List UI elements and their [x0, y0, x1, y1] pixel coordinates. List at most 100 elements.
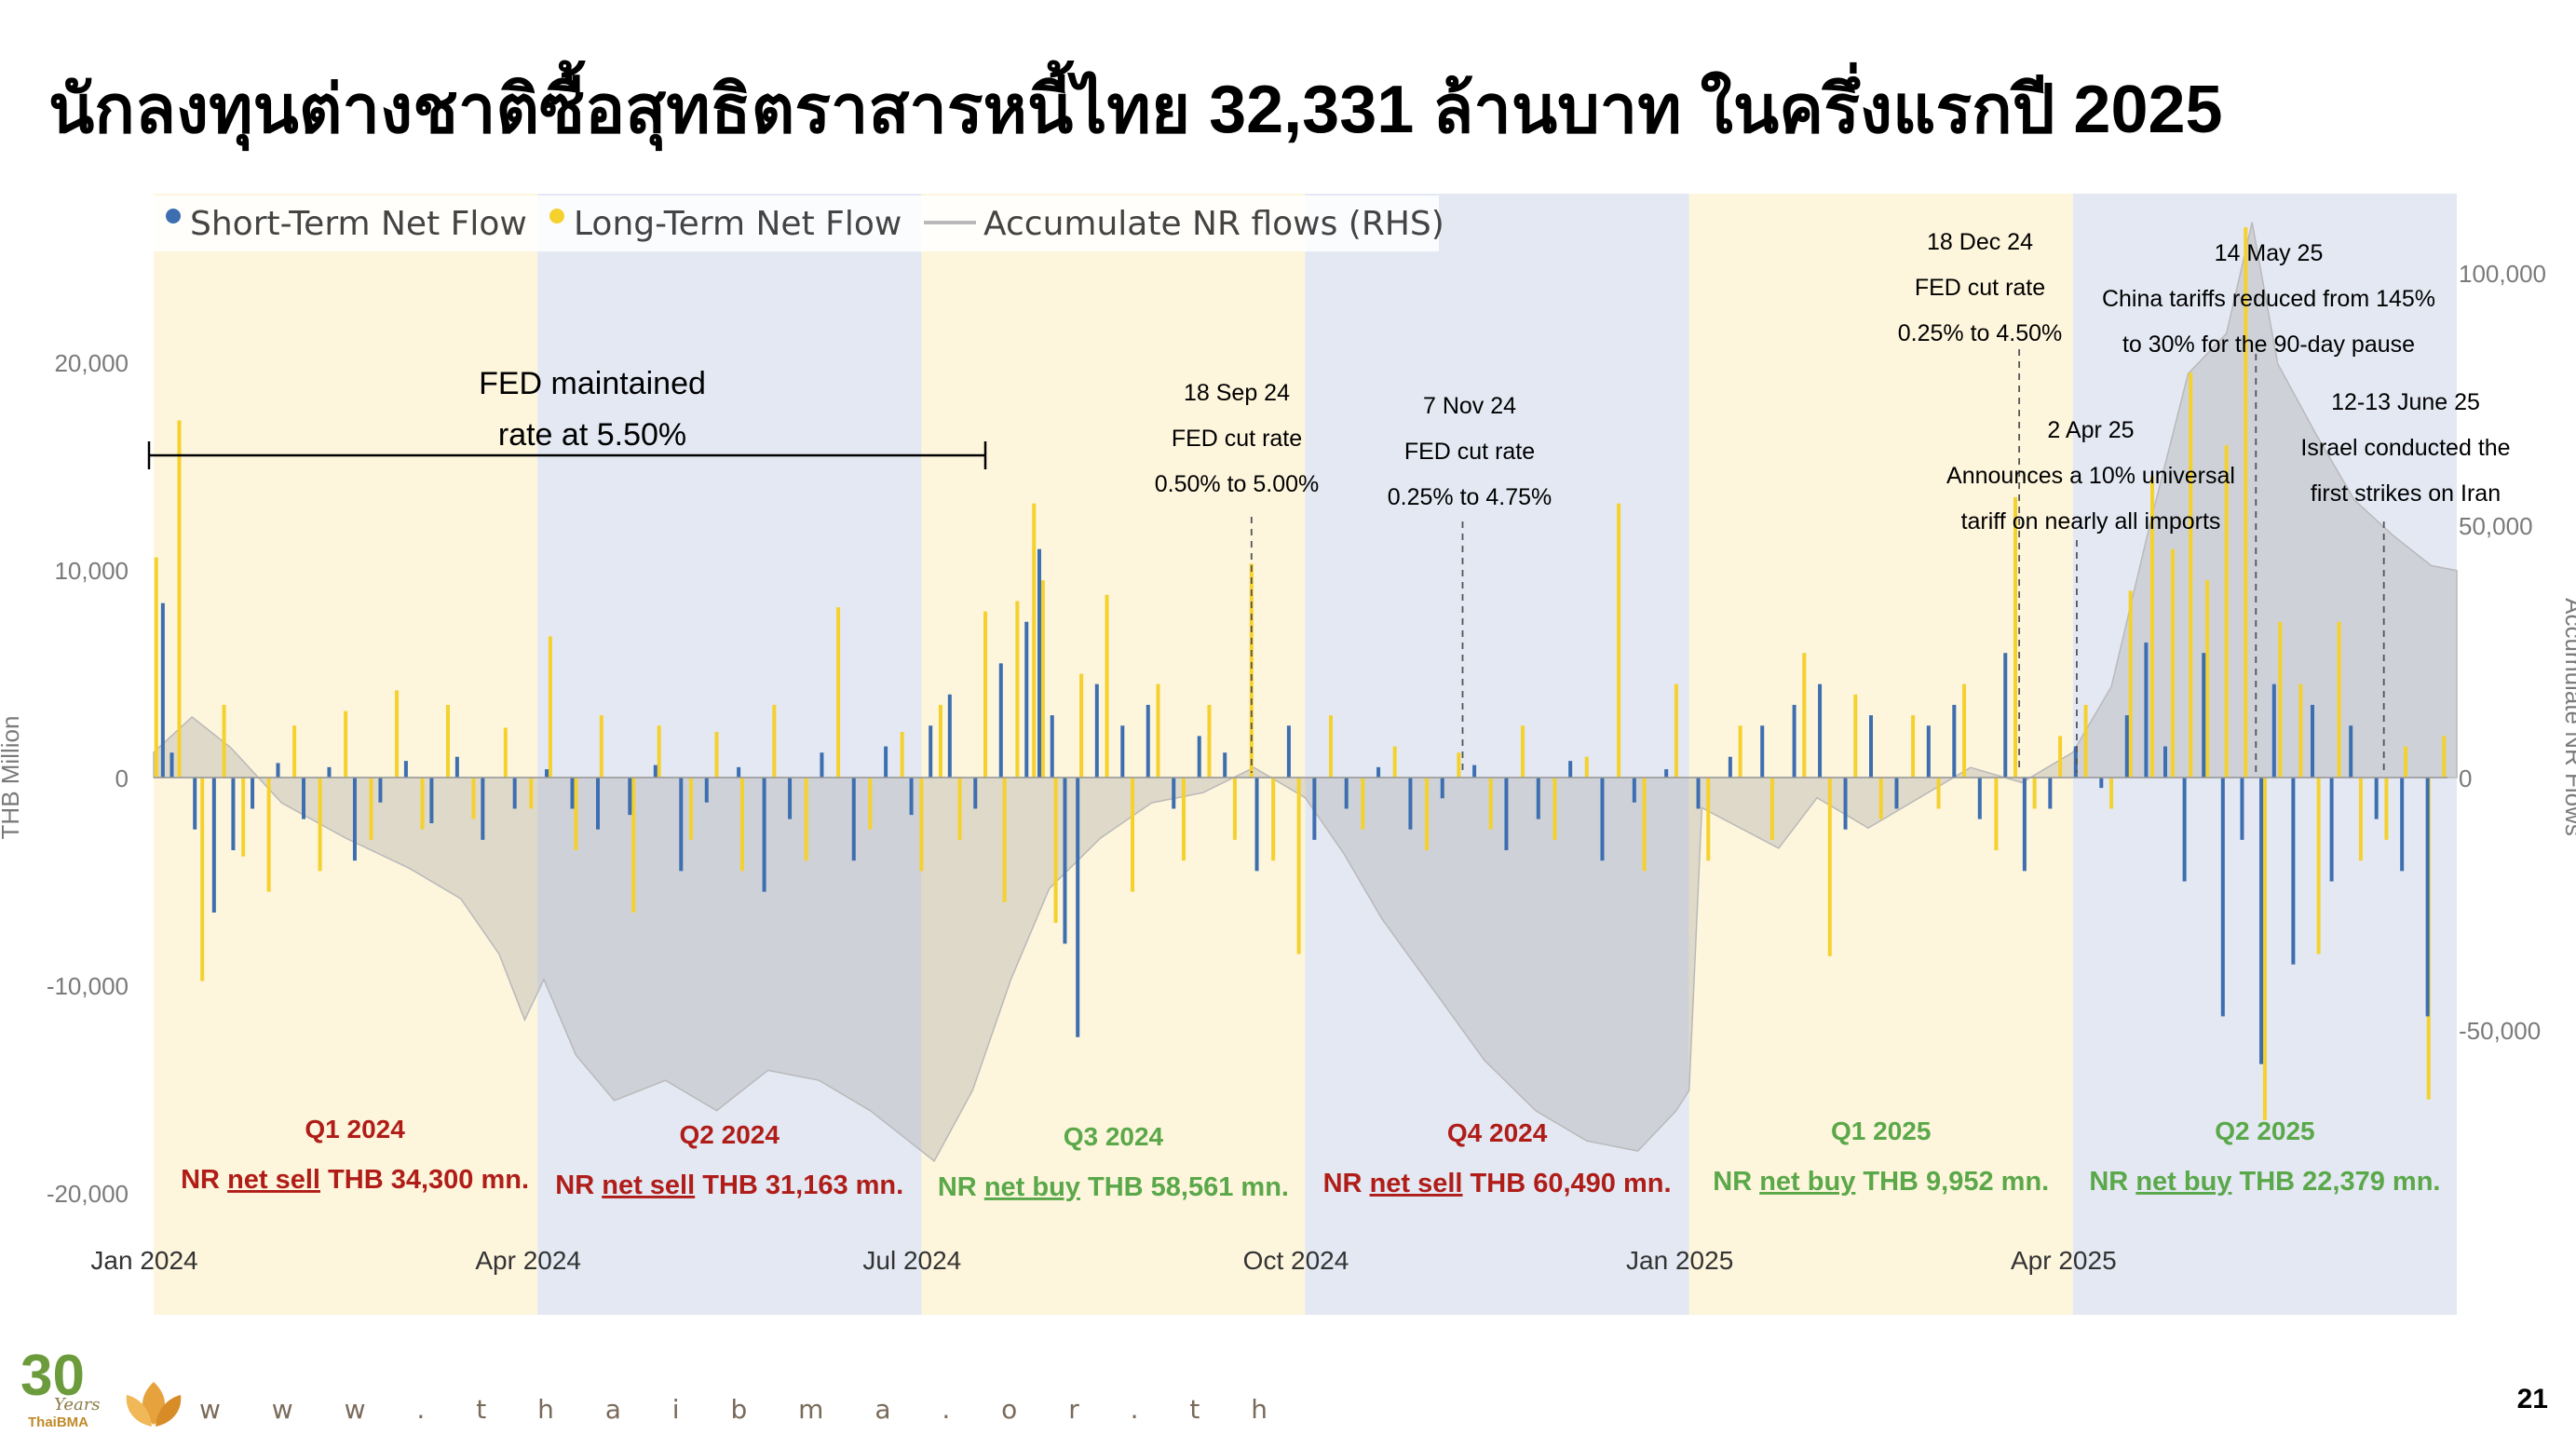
annotation-text: China tariffs reduced from 145% — [2102, 286, 2435, 312]
annotation-text: 14 May 25 — [2215, 240, 2324, 266]
short-term-bar — [1254, 778, 1259, 872]
long-term-bar — [938, 704, 942, 778]
quarter-summary: NR net sell THB 34,300 mn. — [181, 1165, 529, 1195]
long-term-bar — [177, 420, 182, 778]
quarter-band — [1305, 194, 1689, 1315]
short-term-bar — [1376, 766, 1381, 778]
short-term-bar — [1037, 548, 1041, 778]
short-term-bar — [909, 778, 914, 816]
slide-title: นักลงทุนต่างชาติซื้อสุทธิตราสารหนี้ไทย 3… — [48, 73, 2223, 147]
long-term-bar — [1392, 746, 1397, 778]
short-term-bar — [1094, 683, 1099, 778]
short-term-bar — [570, 778, 575, 809]
short-term-bar — [1728, 756, 1732, 778]
annotation-text: 18 Sep 24 — [1184, 380, 1290, 406]
short-term-bar — [851, 778, 856, 861]
logo-word: Years — [54, 1395, 101, 1414]
long-term-bar — [1827, 778, 1832, 956]
quarter-label: Q4 2024 — [1447, 1118, 1548, 1147]
long-term-bar — [1674, 683, 1678, 778]
long-term-bar — [1296, 778, 1301, 954]
long-term-bar — [1156, 683, 1160, 778]
long-term-bar — [2384, 778, 2389, 840]
long-term-bar — [222, 704, 226, 778]
short-term-bar — [1440, 778, 1444, 799]
annotation-text: 2 Apr 25 — [2047, 417, 2134, 443]
short-term-bar — [762, 778, 766, 892]
short-term-bar — [2240, 778, 2244, 840]
short-term-bar — [628, 778, 632, 816]
long-term-bar — [2442, 736, 2447, 778]
short-term-bar — [1760, 725, 1765, 778]
long-term-bar — [2262, 778, 2267, 1120]
long-term-bar — [1552, 778, 1557, 840]
short-term-bar — [2163, 746, 2168, 778]
footer-url[interactable]: w w w . t h a i b m a . o r . t h — [199, 1394, 1290, 1425]
legend-label-short-term: Short-Term Net Flow — [190, 205, 527, 243]
quarter-summary-trend: net sell — [602, 1171, 695, 1200]
long-term-bar — [1878, 778, 1883, 819]
short-term-bar — [2374, 778, 2379, 819]
long-term-bar — [1994, 778, 1999, 851]
quarter-summary-trend: net sell — [1370, 1169, 1463, 1198]
long-term-bar — [471, 778, 476, 819]
quarter-band — [1688, 194, 2073, 1315]
short-term-bar — [2073, 746, 2078, 778]
long-term-bar — [1032, 503, 1037, 778]
long-term-bar — [318, 778, 322, 872]
legend-marker-short-term — [166, 209, 181, 223]
short-term-bar — [403, 761, 408, 778]
quarter-summary-amount: THB 34,300 mn. — [320, 1165, 529, 1195]
short-term-bar — [301, 778, 305, 819]
short-term-bar — [1223, 752, 1227, 778]
short-term-bar — [1869, 715, 1874, 778]
short-term-bar — [1050, 715, 1054, 778]
short-term-bar — [2182, 778, 2187, 882]
short-term-bar — [2022, 778, 2027, 872]
short-term-bar — [2425, 778, 2430, 1017]
long-term-bar — [1271, 778, 1276, 861]
annotation-text: FED cut rate — [1172, 426, 1302, 452]
y-axis-title: THB Million — [0, 716, 24, 840]
short-term-bar — [704, 778, 709, 803]
quarter-label: Q2 2024 — [680, 1120, 780, 1149]
long-term-bar — [919, 778, 924, 872]
short-term-bar — [1952, 704, 1957, 778]
axes: -20,000 -10,000 0 10,000 20,000 -50,000 0 50,00… — [0, 260, 2576, 1275]
short-term-bar — [929, 725, 933, 778]
long-term-bar — [2316, 778, 2321, 954]
quarter-summary: NR net buy THB 22,379 mn. — [2089, 1167, 2440, 1197]
y2-tick-label: -50,000 — [2459, 1017, 2541, 1045]
long-term-bar — [154, 557, 158, 778]
logo-number: 30 — [20, 1344, 85, 1408]
short-term-bar — [429, 778, 434, 824]
x-tick-label: Jul 2024 — [862, 1246, 961, 1275]
quarter-label: Q1 2025 — [1831, 1116, 1931, 1145]
short-term-bar — [679, 778, 684, 872]
quarter-summary: NR net buy THB 9,952 mn. — [1713, 1167, 2049, 1197]
long-term-bar — [266, 778, 271, 892]
fed-range-label: FED maintained — [479, 366, 706, 401]
short-term-bar — [160, 602, 165, 778]
quarter-bands — [154, 194, 2457, 1315]
short-term-bar — [947, 694, 952, 778]
long-term-bar — [1079, 673, 1084, 778]
short-term-bar — [1472, 765, 1477, 778]
long-term-bar — [2083, 704, 2088, 778]
y-tick-label: 20,000 — [54, 349, 129, 377]
short-term-bar — [545, 769, 549, 778]
long-term-bar — [1207, 704, 1212, 778]
long-term-bar — [420, 778, 425, 830]
accumulate-area-path — [153, 222, 2458, 1163]
quarter-summary-prefix: NR — [2089, 1167, 2135, 1197]
short-term-bar — [998, 663, 1003, 778]
quarter-summary-amount: THB 58,561 mn. — [1080, 1172, 1289, 1202]
fed-range-label: rate at 5.50% — [498, 417, 686, 453]
legend-marker-long-term — [549, 209, 564, 223]
short-term-bar — [1792, 704, 1796, 778]
chart-legend: Short-Term Net Flow Long-Term Net Flow Acc… — [154, 196, 1444, 251]
long-term-bar — [574, 778, 578, 851]
short-term-bar — [2291, 778, 2296, 965]
long-term-bar — [1131, 778, 1135, 892]
short-term-bar — [1843, 778, 1848, 830]
